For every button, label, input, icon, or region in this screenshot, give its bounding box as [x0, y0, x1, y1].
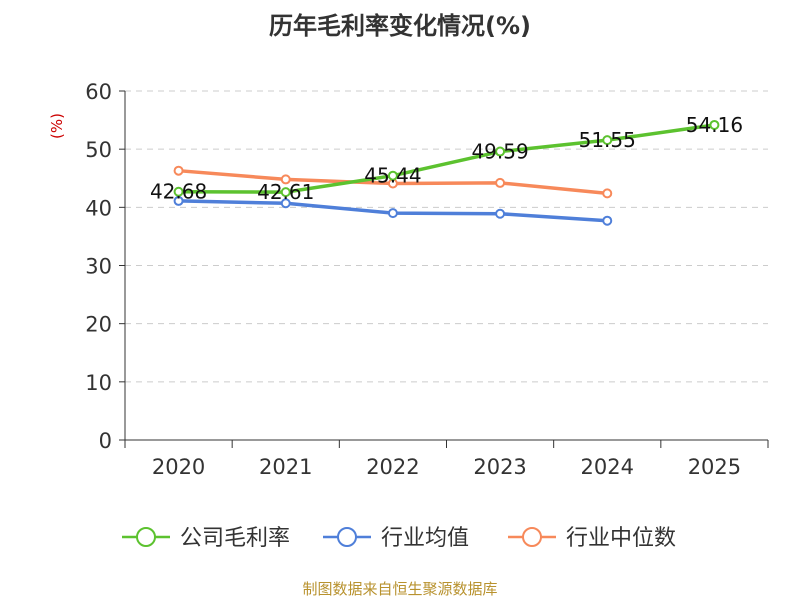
legend-marker: [136, 527, 156, 547]
data-point-2: [173, 165, 184, 176]
data-point-0: [495, 146, 506, 157]
data-point-1: [387, 208, 398, 219]
x-tick-label: 2020: [152, 455, 205, 479]
x-tick-label: 2023: [473, 455, 526, 479]
data-point-0: [280, 187, 291, 198]
chart-title: 历年毛利率变化情况(%): [269, 12, 531, 40]
data-point-1: [280, 198, 291, 209]
legend-label: 行业中位数: [566, 526, 676, 551]
data-point-0: [709, 119, 720, 130]
y-tick-label: 20: [85, 313, 112, 337]
y-tick-label: 10: [85, 371, 112, 395]
source-footer: 制图数据来自恒生聚源数据库: [302, 580, 498, 598]
data-point-1: [495, 208, 506, 219]
legend-label: 行业均值: [381, 526, 469, 551]
data-point-2: [495, 177, 506, 188]
data-point-0: [387, 170, 398, 181]
data-point-1: [173, 195, 184, 206]
y-axis-label: (%): [48, 113, 66, 139]
data-label: 45.44: [364, 164, 421, 188]
data-label: 51.55: [579, 128, 636, 152]
x-tick-label: 2025: [688, 455, 741, 479]
data-point-1: [602, 215, 613, 226]
y-tick-label: 40: [85, 196, 112, 220]
x-tick-label: 2022: [366, 455, 419, 479]
series-line-0: [176, 123, 717, 194]
x-tick-label: 2021: [259, 455, 312, 479]
data-label: 42.61: [257, 180, 314, 204]
legend-label: 公司毛利率: [180, 526, 290, 551]
x-tick-label: 2024: [581, 455, 634, 479]
data-label: 42.68: [150, 180, 207, 204]
legend-marker: [522, 527, 542, 547]
data-point-2: [602, 188, 613, 199]
data-label: 49.59: [471, 140, 528, 164]
y-tick-label: 60: [85, 80, 112, 104]
y-tick-label: 50: [85, 138, 112, 162]
data-point-0: [602, 135, 613, 146]
legend-marker: [337, 527, 357, 547]
data-point-0: [173, 186, 184, 197]
data-label: 54.16: [686, 113, 743, 137]
y-tick-label: 30: [85, 255, 112, 279]
y-tick-label: 0: [99, 429, 112, 453]
data-point-2: [280, 174, 291, 185]
